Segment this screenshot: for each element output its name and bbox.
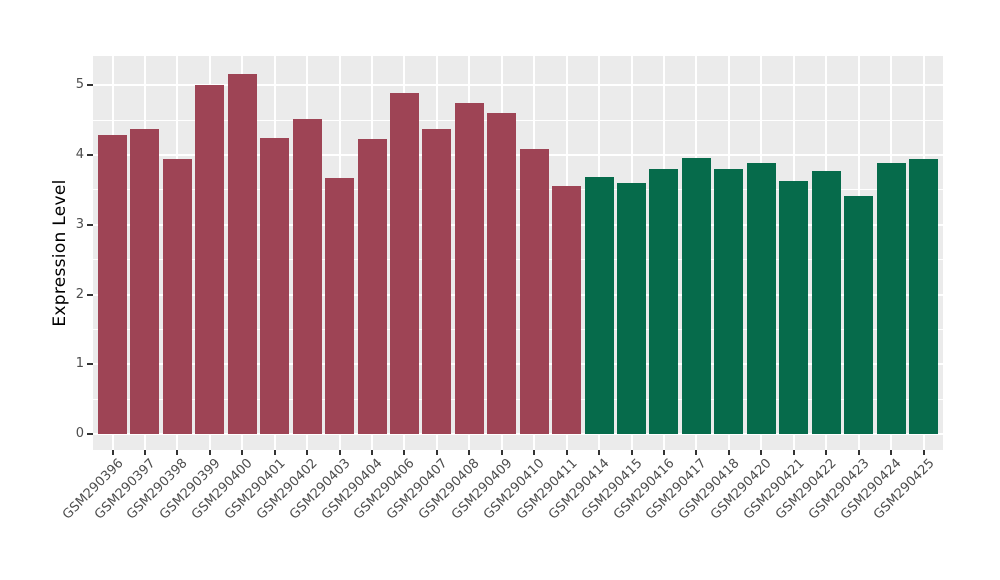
x-tick-mark <box>338 450 341 455</box>
x-tick-mark <box>662 450 665 455</box>
bar-GSM290404 <box>357 138 387 434</box>
x-tick-mark <box>306 450 309 455</box>
x-tick-mark <box>792 450 795 455</box>
major-gridline <box>93 433 943 435</box>
bar-GSM290406 <box>389 92 419 434</box>
bar-GSM290400 <box>227 74 257 434</box>
y-tick-mark <box>87 433 93 435</box>
x-tick-mark <box>727 450 730 455</box>
x-tick-mark <box>371 450 374 455</box>
y-tick-label: 2 <box>75 286 84 302</box>
y-tick-label: 3 <box>75 216 84 232</box>
x-tick-mark <box>403 450 406 455</box>
y-axis-title: Expression Level <box>50 179 70 327</box>
x-tick-mark <box>857 450 860 455</box>
bar-GSM290411 <box>552 185 582 434</box>
bar-GSM290418 <box>714 168 744 434</box>
bar-GSM290408 <box>454 102 484 434</box>
x-tick-mark <box>500 450 503 455</box>
y-tick-label: 4 <box>75 147 84 163</box>
y-tick-label: 0 <box>75 426 84 441</box>
bar-GSM290416 <box>649 168 679 434</box>
y-tick-mark <box>87 84 93 87</box>
bar-GSM290409 <box>487 113 517 434</box>
y-tick-label: 1 <box>75 356 84 372</box>
x-tick-mark <box>565 450 568 455</box>
bar-GSM290403 <box>325 178 355 434</box>
x-tick-mark <box>468 450 471 455</box>
bar-GSM290410 <box>519 148 549 434</box>
minor-gridline <box>93 328 943 330</box>
x-tick-mark <box>208 450 211 455</box>
x-tick-mark <box>241 450 244 455</box>
minor-gridline <box>93 119 943 121</box>
bar-GSM290422 <box>811 171 841 434</box>
bar-GSM290420 <box>746 163 776 434</box>
bar-GSM290402 <box>292 119 322 434</box>
y-tick-mark <box>87 293 93 296</box>
y-tick-mark <box>87 223 93 226</box>
bar-GSM290398 <box>162 159 192 434</box>
x-tick-mark <box>273 450 276 455</box>
bar-GSM290421 <box>779 180 809 434</box>
minor-gridline <box>93 189 943 191</box>
bar-GSM290401 <box>260 137 290 434</box>
bar-GSM290396 <box>98 134 127 434</box>
x-tick-mark <box>922 450 925 455</box>
bar-GSM290425 <box>909 159 938 434</box>
plot-panel <box>93 56 943 450</box>
x-tick-mark <box>598 450 601 455</box>
x-tick-mark <box>630 450 633 455</box>
x-tick-mark <box>176 450 179 455</box>
bar-GSM290423 <box>844 196 874 434</box>
x-tick-mark <box>760 450 763 455</box>
x-tick-mark <box>143 450 146 455</box>
major-gridline <box>93 154 943 157</box>
bar-GSM290424 <box>876 162 906 434</box>
major-gridline <box>93 223 943 226</box>
bar-GSM290407 <box>422 128 452 434</box>
x-tick-mark <box>695 450 698 455</box>
y-tick-mark <box>87 363 93 366</box>
minor-gridline <box>93 259 943 261</box>
y-tick-label: 5 <box>75 77 84 93</box>
x-tick-mark <box>435 450 438 455</box>
bar-GSM290397 <box>130 129 160 434</box>
major-gridline <box>93 363 943 366</box>
x-tick-mark <box>825 450 828 455</box>
x-tick-mark <box>890 450 893 455</box>
x-tick-mark <box>111 450 114 455</box>
bar-GSM290415 <box>617 182 647 434</box>
major-gridline <box>93 84 943 87</box>
bar-GSM290399 <box>195 85 225 434</box>
y-tick-mark <box>87 154 93 157</box>
minor-gridline <box>93 398 943 400</box>
bar-GSM290417 <box>681 157 711 434</box>
major-gridline <box>93 293 943 296</box>
x-tick-mark <box>533 450 536 455</box>
bar-GSM290414 <box>584 176 614 434</box>
